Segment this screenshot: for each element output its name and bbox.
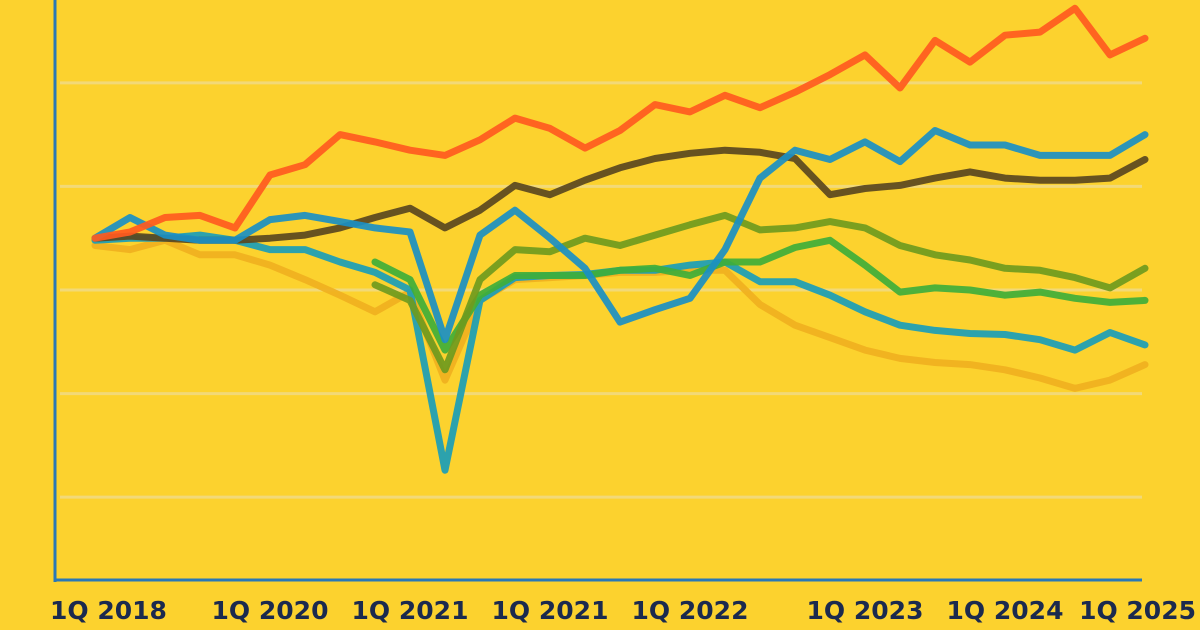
series-line [91, 146, 1149, 244]
x-tick-label: 1Q 2021 [492, 596, 609, 625]
x-tick-label: 1Q 2023 [807, 596, 924, 625]
x-tick-label: 1Q 2018 [50, 596, 167, 625]
series-line [91, 127, 1149, 344]
series-line [91, 4, 1149, 242]
x-tick-label: 1Q 2024 [947, 596, 1064, 625]
x-tick-label: 1Q 2022 [632, 596, 749, 625]
x-tick-label: 1Q 2021 [352, 596, 469, 625]
series-line [371, 211, 1149, 374]
series-line [371, 236, 1149, 354]
x-tick-label: 1Q 2020 [212, 596, 329, 625]
x-tick-label: 1Q 2025 [1079, 596, 1196, 625]
